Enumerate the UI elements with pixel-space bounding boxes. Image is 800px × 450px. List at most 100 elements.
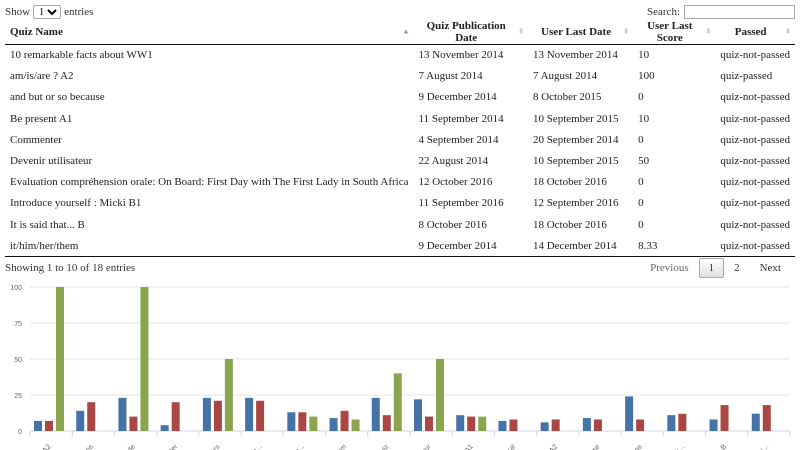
bar-series-blue: [329, 418, 338, 431]
cell-passed: quiz-passed: [720, 70, 773, 83]
table-row[interactable]: Commenter 4 September 2014 20 September 20…: [5, 129, 795, 150]
x-category-label: ...abo...: [284, 443, 305, 450]
bar-series-red: [87, 402, 96, 431]
bar-series-blue: [667, 415, 676, 431]
column-header-quiz-name[interactable]: Quiz Name ▲: [5, 20, 414, 45]
cell-quiz-name: Devenir utilisateur: [10, 155, 93, 168]
entries-label: entries: [64, 6, 94, 18]
table-row[interactable]: am/is/are ? A2 7 August 2014 7 August 2014…: [5, 66, 795, 87]
table-row[interactable]: it/him/her/them 9 December 2014 14 Decembe…: [5, 235, 795, 257]
bar-series-red: [762, 405, 771, 431]
y-tick-label: 25: [14, 393, 22, 400]
table-row[interactable]: Devenir utilisateur 22 August 2014 10 Sept…: [5, 150, 795, 171]
y-tick-label: 75: [14, 321, 22, 328]
table-header-row: Quiz Name ▲ Quiz Publication Date ⬍ User Las…: [5, 20, 795, 45]
cell-quiz-publication-date: 13 November 2014: [418, 49, 504, 62]
bar-series-red: [467, 416, 476, 431]
search-input[interactable]: [684, 5, 795, 19]
x-category-label: ...tec...: [244, 443, 264, 450]
cell-user-last-date: 10 September 2015: [532, 155, 619, 168]
cell-user-last-date: 13 November 2014: [532, 49, 618, 62]
table-row[interactable]: 10 remarkable facts about WW1 13 November…: [5, 45, 795, 66]
bar-series-red: [425, 416, 433, 431]
cell-user-last-date: 20 September 2014: [532, 133, 619, 146]
bar-series-blue: [414, 399, 422, 431]
x-category-label: ...sateur: [410, 443, 433, 450]
x-category-label: ...t... B: [709, 443, 728, 450]
bar-series-green: [478, 416, 487, 431]
sort-both-icon: ⬍: [785, 27, 791, 36]
cell-quiz-name: 10 remarkable facts about WW1: [10, 49, 153, 62]
x-category-label: ...Quiz: [371, 443, 391, 450]
y-tick-label: 0: [18, 429, 22, 436]
search-control: Search:: [647, 5, 795, 19]
column-header-user-last-date[interactable]: User Last Date ⬍: [527, 20, 634, 45]
cell-quiz-name: am/is/are ? A2: [10, 70, 74, 83]
column-header-passed[interactable]: Passed ⬍: [715, 20, 795, 45]
cell-quiz-name: Commenter: [10, 133, 62, 146]
page-length-select[interactable]: 10: [33, 5, 62, 19]
x-category-label: ...saude: [114, 443, 137, 450]
pagination: Previous 1 2 Next: [640, 258, 791, 278]
bar-series-red: [340, 410, 349, 431]
column-header-user-last-score[interactable]: User Last Score ⬍: [633, 20, 716, 45]
cell-quiz-publication-date: 11 September 2014: [418, 112, 504, 125]
cell-user-last-score: 8.33: [633, 235, 716, 257]
cell-passed: quiz-not-passed: [720, 197, 790, 210]
bar-series-red: [256, 400, 265, 431]
bar-series-red: [129, 416, 138, 431]
cell-quiz-publication-date: 11 September 2016: [418, 197, 504, 210]
table-row[interactable]: and but or so because 9 December 2014 8 Oc…: [5, 87, 795, 108]
cell-user-last-date: 8 October 2015: [532, 91, 602, 104]
cell-passed: quiz-not-passed: [715, 235, 795, 257]
cell-quiz-name: and but or so because: [10, 91, 105, 104]
cell-user-last-date: 14 December 2014: [527, 235, 634, 257]
cell-user-last-score: 10: [638, 112, 650, 125]
table-body: 10 remarkable facts about WW1 13 November…: [5, 45, 795, 257]
bar-series-blue: [245, 397, 254, 431]
cell-user-last-date: 7 August 2014: [532, 70, 598, 83]
bar-series-blue: [498, 420, 507, 431]
cell-user-last-date: 12 September 2016: [532, 197, 619, 210]
bar-series-blue: [625, 396, 634, 431]
cell-user-last-score: 0: [638, 218, 644, 231]
bar-series-blue: [540, 422, 549, 431]
table-row[interactable]: Introduce yourself : Micki B1 11 Septembe…: [5, 193, 795, 214]
bar-series-blue: [76, 410, 85, 431]
bar-series-red: [678, 413, 687, 431]
cell-user-last-score: 10: [638, 49, 650, 62]
page-1-button[interactable]: 1: [698, 258, 725, 278]
previous-button[interactable]: Previous: [650, 262, 689, 274]
cell-user-last-score: 0: [638, 91, 644, 104]
table-row[interactable]: Be present A1 11 September 2014 10 Septemb…: [5, 108, 795, 129]
cell-quiz-name: Introduce yourself : Micki B1: [10, 197, 142, 210]
page-2-button[interactable]: 2: [734, 262, 740, 274]
column-header-quiz-publication-date[interactable]: Quiz Publication Date ⬍: [413, 20, 528, 45]
bar-series-blue: [709, 419, 718, 431]
bar-series-blue: [34, 420, 42, 431]
cell-quiz-name: It is said that... B: [10, 218, 85, 231]
x-category-label: ...tick...: [665, 443, 686, 450]
cell-quiz-publication-date: 7 August 2014: [418, 70, 483, 83]
cell-passed: quiz-not-passed: [720, 176, 790, 189]
sort-both-icon: ⬍: [623, 27, 630, 36]
next-button[interactable]: Next: [759, 262, 781, 274]
cell-quiz-name: Be present A1: [10, 112, 73, 125]
bar-series-red: [298, 412, 307, 431]
table-row[interactable]: It is said that... B 8 October 2016 18 Oct…: [5, 214, 795, 235]
cell-quiz-publication-date: 22 August 2014: [418, 155, 489, 168]
bar-series-green: [56, 287, 64, 431]
cell-passed: quiz-not-passed: [720, 218, 790, 231]
bar-series-blue: [202, 397, 211, 431]
sort-both-icon: ⬍: [705, 27, 712, 36]
bar-series-red: [171, 402, 180, 431]
x-category-label: ...emi...: [749, 443, 770, 450]
table-row[interactable]: Evaluation compréhension orale: On Board…: [5, 172, 795, 193]
cell-passed: quiz-not-passed: [720, 49, 790, 62]
x-category-label: ...? A2: [34, 443, 53, 450]
bar-series-blue: [160, 425, 169, 431]
x-category-label: ...cours: [200, 443, 222, 450]
x-category-label: ...do A2: [537, 443, 559, 450]
cell-quiz-publication-date: 9 December 2014: [418, 91, 497, 104]
x-category-label: ...enter: [159, 443, 180, 450]
